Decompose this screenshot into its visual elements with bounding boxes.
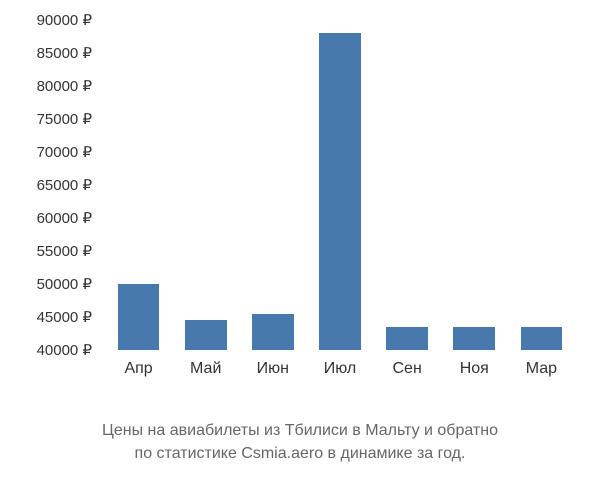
bar-slot: [374, 20, 441, 350]
y-tick-label: 75000 ₽: [37, 110, 92, 128]
y-tick-label: 90000 ₽: [37, 11, 92, 29]
x-tick-label: Июл: [306, 360, 373, 378]
plot-area: [105, 20, 575, 350]
caption-line-1: Цены на авиабилеты из Тбилиси в Мальту и…: [102, 422, 498, 439]
y-tick-label: 65000 ₽: [37, 176, 92, 194]
y-tick-label: 80000 ₽: [37, 77, 92, 95]
bar-slot: [239, 20, 306, 350]
y-tick-label: 85000 ₽: [37, 44, 92, 62]
x-axis-labels: АпрМайИюнИюлСенНояМар: [105, 360, 575, 378]
price-chart: 40000 ₽ 45000 ₽ 50000 ₽ 55000 ₽ 60000 ₽ 65000…: [20, 20, 580, 400]
x-tick-label: Мар: [508, 360, 575, 378]
bar-slot: [172, 20, 239, 350]
y-tick-label: 70000 ₽: [37, 143, 92, 161]
y-tick-label: 60000 ₽: [37, 209, 92, 227]
bar: [185, 320, 227, 350]
bar: [319, 33, 361, 350]
bar-slot: [441, 20, 508, 350]
chart-caption: Цены на авиабилеты из Тбилиси в Мальту и…: [0, 419, 600, 465]
bar: [521, 327, 563, 350]
bar-slot: [306, 20, 373, 350]
x-tick-label: Ноя: [441, 360, 508, 378]
bar: [453, 327, 495, 350]
y-tick-label: 40000 ₽: [37, 341, 92, 359]
x-tick-label: Апр: [105, 360, 172, 378]
caption-line-2: по статистике Csmia.aero в динамике за г…: [135, 445, 466, 462]
x-tick-label: Сен: [374, 360, 441, 378]
bar-slot: [508, 20, 575, 350]
y-tick-label: 50000 ₽: [37, 275, 92, 293]
x-tick-label: Май: [172, 360, 239, 378]
y-axis: 40000 ₽45000 ₽50000 ₽55000 ₽60000 ₽65000…: [20, 20, 100, 350]
y-tick-label: 45000 ₽: [37, 308, 92, 326]
bar-slot: [105, 20, 172, 350]
bar: [252, 314, 294, 350]
bar: [118, 284, 160, 350]
y-tick-label: 55000 ₽: [37, 242, 92, 260]
x-tick-label: Июн: [239, 360, 306, 378]
bar: [386, 327, 428, 350]
